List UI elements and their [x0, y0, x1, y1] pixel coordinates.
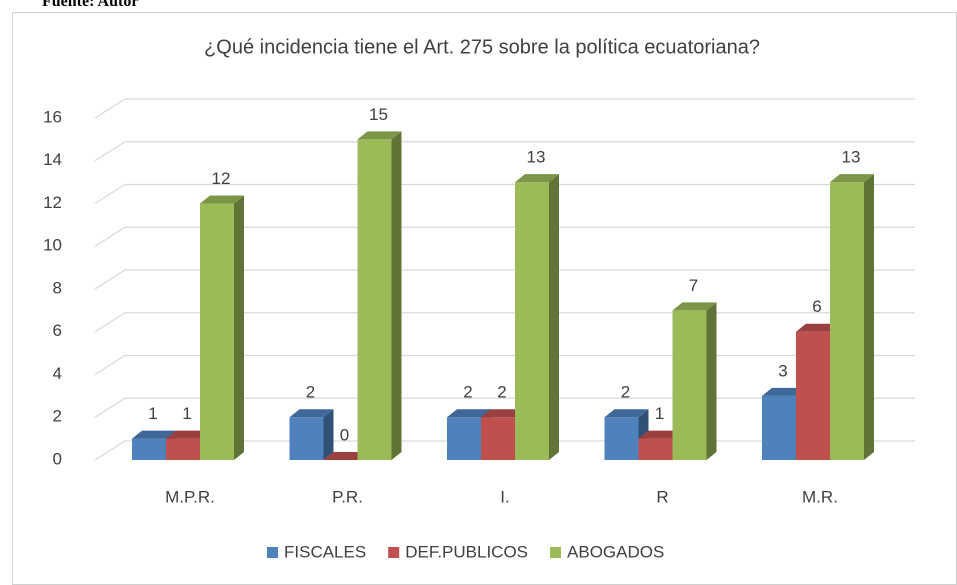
bar	[357, 139, 392, 460]
bar-top	[796, 323, 840, 332]
data-label: 0	[340, 425, 349, 444]
data-label: 2	[306, 383, 315, 402]
bar	[796, 331, 830, 460]
data-label: 13	[842, 148, 861, 167]
x-tick-label: M.R.	[802, 487, 838, 506]
y-tick-label: 14	[43, 150, 62, 169]
bar-top	[638, 430, 683, 439]
grid-line	[94, 312, 915, 333]
chart-title: ¿Qué incidencia tiene el Art. 275 sobre …	[204, 36, 760, 58]
bar-top	[515, 174, 559, 183]
bar	[200, 203, 234, 460]
x-tick-label: M.P.R.	[165, 487, 215, 506]
bar-top	[357, 131, 402, 140]
y-tick-label: 16	[43, 107, 62, 126]
bar-top	[289, 409, 334, 418]
legend-label: DEF.PUBLICOS	[405, 542, 528, 561]
data-label: 2	[621, 383, 630, 402]
bar	[289, 417, 324, 460]
bar-top	[481, 409, 525, 418]
y-tick-label: 10	[43, 236, 62, 255]
bar-side	[391, 131, 402, 460]
bar	[672, 310, 707, 460]
bar-top	[132, 430, 176, 439]
grid-line	[94, 183, 915, 205]
y-tick-label: 6	[53, 321, 62, 340]
bar-top	[323, 452, 368, 460]
bar-side	[234, 195, 244, 460]
bar-side	[864, 174, 874, 460]
bar	[447, 417, 481, 460]
bar	[830, 182, 864, 460]
bar-side	[706, 302, 717, 460]
bar	[762, 395, 796, 460]
bar	[166, 438, 200, 460]
legend-swatch	[388, 547, 400, 558]
grid-line	[94, 397, 915, 418]
y-tick-label: 0	[53, 449, 62, 468]
bar	[638, 438, 673, 460]
bar-side	[323, 409, 334, 460]
bar-top	[762, 387, 806, 396]
data-label: 2	[463, 383, 472, 402]
bar-side	[549, 174, 559, 460]
y-tick-label: 12	[43, 193, 62, 212]
bar-top	[604, 409, 649, 418]
bar	[604, 417, 639, 460]
bar-top	[447, 409, 491, 418]
bar-top	[166, 430, 210, 439]
grid-line	[94, 226, 915, 247]
data-label: 13	[527, 148, 546, 167]
y-tick-label: 4	[53, 364, 62, 383]
data-label: 2	[497, 383, 506, 402]
x-tick-label: P.R.	[332, 487, 363, 506]
legend-label: ABOGADOS	[567, 542, 664, 561]
bar	[132, 438, 166, 460]
grid-line	[94, 98, 915, 119]
grid-line	[94, 354, 915, 376]
data-label: 7	[689, 276, 698, 295]
data-label: 15	[369, 105, 388, 124]
grid-line	[94, 141, 915, 162]
legend-swatch	[550, 547, 562, 558]
bar-top	[830, 174, 874, 183]
y-tick-label: 8	[53, 278, 62, 297]
grid-line	[94, 269, 915, 290]
bar	[515, 182, 549, 460]
legend-label: FISCALES	[284, 542, 366, 561]
bar-top	[200, 195, 244, 204]
data-label: 6	[812, 297, 821, 316]
chart-border	[12, 12, 957, 585]
caption: Fuente: Autor	[42, 0, 138, 10]
bar	[481, 417, 515, 460]
data-label: 12	[212, 169, 231, 188]
legend-swatch	[267, 547, 278, 558]
y-tick-label: 2	[53, 407, 62, 426]
data-label: 1	[148, 404, 157, 423]
data-label: 1	[182, 404, 191, 423]
data-label: 1	[655, 404, 664, 423]
data-label: 3	[778, 361, 787, 380]
x-tick-label: I.	[500, 487, 509, 506]
bar-top	[672, 302, 717, 311]
x-tick-label: R	[656, 487, 668, 506]
